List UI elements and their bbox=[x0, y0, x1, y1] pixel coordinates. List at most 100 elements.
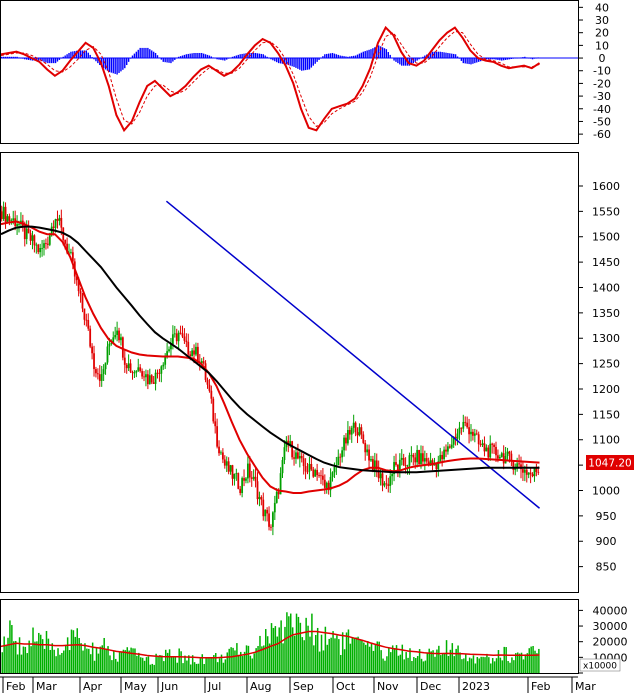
macd-histogram-bar bbox=[1, 56, 3, 59]
volume-bar bbox=[186, 660, 188, 673]
volume-bar bbox=[286, 612, 288, 673]
volume-bar bbox=[390, 652, 392, 673]
price-ma-red bbox=[0, 220, 540, 494]
volume-bar bbox=[397, 655, 400, 673]
volume-tick-label: 40000 bbox=[593, 604, 628, 617]
price-candle-body bbox=[537, 471, 540, 473]
volume-bar bbox=[343, 649, 346, 673]
price-candle-body bbox=[95, 369, 97, 374]
price-candle-body bbox=[4, 206, 7, 222]
macd-histogram-bar bbox=[493, 58, 495, 60]
price-ma-black bbox=[0, 225, 540, 474]
macd-histogram-bar bbox=[47, 58, 49, 64]
macd-histogram-bar bbox=[237, 54, 239, 59]
volume-bar bbox=[232, 647, 234, 673]
price-candle-body bbox=[87, 320, 90, 329]
volume-bar bbox=[534, 650, 536, 673]
macd-histogram-bar bbox=[531, 58, 534, 60]
price-candle-body bbox=[535, 468, 538, 472]
macd-histogram-bar bbox=[183, 54, 186, 59]
price-candle-body bbox=[470, 431, 472, 435]
price-candle-body bbox=[0, 211, 3, 219]
volume-bar bbox=[257, 646, 259, 673]
volume-bar bbox=[61, 652, 63, 673]
volume-bar bbox=[49, 649, 52, 673]
price-candle-body bbox=[143, 376, 145, 378]
macd-histogram-bar bbox=[254, 52, 257, 59]
price-candle-body bbox=[250, 477, 253, 479]
macd-histogram-bar bbox=[447, 52, 449, 59]
volume-bar bbox=[255, 648, 257, 673]
volume-bar bbox=[282, 643, 284, 673]
macd-histogram-bar bbox=[429, 52, 432, 59]
volume-bar bbox=[113, 650, 115, 673]
macd-histogram-bar bbox=[314, 58, 316, 64]
macd-histogram-bar bbox=[170, 58, 172, 64]
macd-histogram-bar bbox=[452, 53, 455, 59]
macd-histogram-bar bbox=[41, 58, 43, 62]
price-candle-body bbox=[27, 228, 30, 234]
macd-histogram-bar bbox=[354, 55, 357, 59]
price-candle-body bbox=[462, 421, 465, 429]
macd-histogram-bar bbox=[124, 58, 126, 69]
price-candle-body bbox=[508, 451, 511, 454]
macd-histogram-bar bbox=[239, 54, 241, 59]
price-candle-body bbox=[271, 512, 274, 527]
price-candle-body bbox=[321, 475, 324, 480]
price-candle-body bbox=[116, 330, 118, 335]
price-candle-body bbox=[50, 226, 53, 236]
price-candle-body bbox=[206, 379, 209, 385]
price-candle-body bbox=[525, 469, 528, 475]
price-candle-body bbox=[148, 375, 151, 385]
volume-bar bbox=[486, 653, 488, 673]
macd-histogram-bar bbox=[120, 58, 122, 72]
macd-histogram-bar bbox=[470, 58, 472, 65]
macd-histogram-bar bbox=[306, 58, 309, 70]
macd-histogram-bar bbox=[49, 58, 51, 64]
volume-bar bbox=[214, 653, 217, 673]
volume-bar bbox=[143, 660, 146, 673]
volume-bar bbox=[301, 637, 304, 673]
volume-bar bbox=[484, 657, 486, 673]
volume-bar bbox=[347, 629, 350, 673]
price-candle-body bbox=[372, 459, 374, 471]
price-tick-label: 1550 bbox=[592, 205, 620, 218]
price-candle-body bbox=[393, 462, 395, 475]
macd-histogram-bar bbox=[383, 48, 386, 59]
volume-bar bbox=[309, 636, 311, 673]
macd-histogram-bar bbox=[160, 58, 163, 60]
x-tick-label: Sep bbox=[293, 680, 314, 693]
volume-bar bbox=[51, 643, 54, 673]
volume-bar bbox=[155, 653, 157, 673]
price-candle-body bbox=[448, 446, 451, 448]
macd-histogram-bar bbox=[341, 55, 343, 59]
x-tick-label: Feb bbox=[6, 680, 25, 693]
price-candle-body bbox=[231, 465, 234, 479]
volume-bar bbox=[89, 654, 92, 673]
price-candle-body bbox=[256, 481, 259, 500]
price-candle-body bbox=[52, 226, 55, 228]
volume-bar bbox=[451, 643, 454, 673]
macd-histogram-bar bbox=[401, 58, 403, 66]
price-candle-body bbox=[295, 452, 297, 459]
price-candle-body bbox=[264, 509, 267, 517]
volume-bar bbox=[305, 617, 307, 673]
macd-histogram-bar bbox=[474, 58, 476, 64]
macd-histogram-bar bbox=[243, 53, 245, 59]
price-candle-body bbox=[329, 476, 332, 491]
price-candle-body bbox=[533, 468, 536, 477]
price-tick-label: 1450 bbox=[592, 256, 620, 269]
price-candle-body bbox=[185, 340, 188, 342]
price-candle-body bbox=[71, 252, 74, 262]
macd-histogram-bar bbox=[108, 58, 111, 72]
macd-histogram-bar bbox=[454, 54, 457, 59]
macd-histogram-bar bbox=[22, 58, 24, 59]
price-candle-body bbox=[310, 463, 313, 470]
price-candle-body bbox=[356, 432, 359, 436]
price-candle-body bbox=[216, 426, 219, 447]
volume-bar bbox=[311, 613, 313, 673]
volume-bar bbox=[57, 648, 59, 673]
macd-histogram-bar bbox=[27, 58, 30, 60]
price-candle-body bbox=[160, 366, 163, 374]
